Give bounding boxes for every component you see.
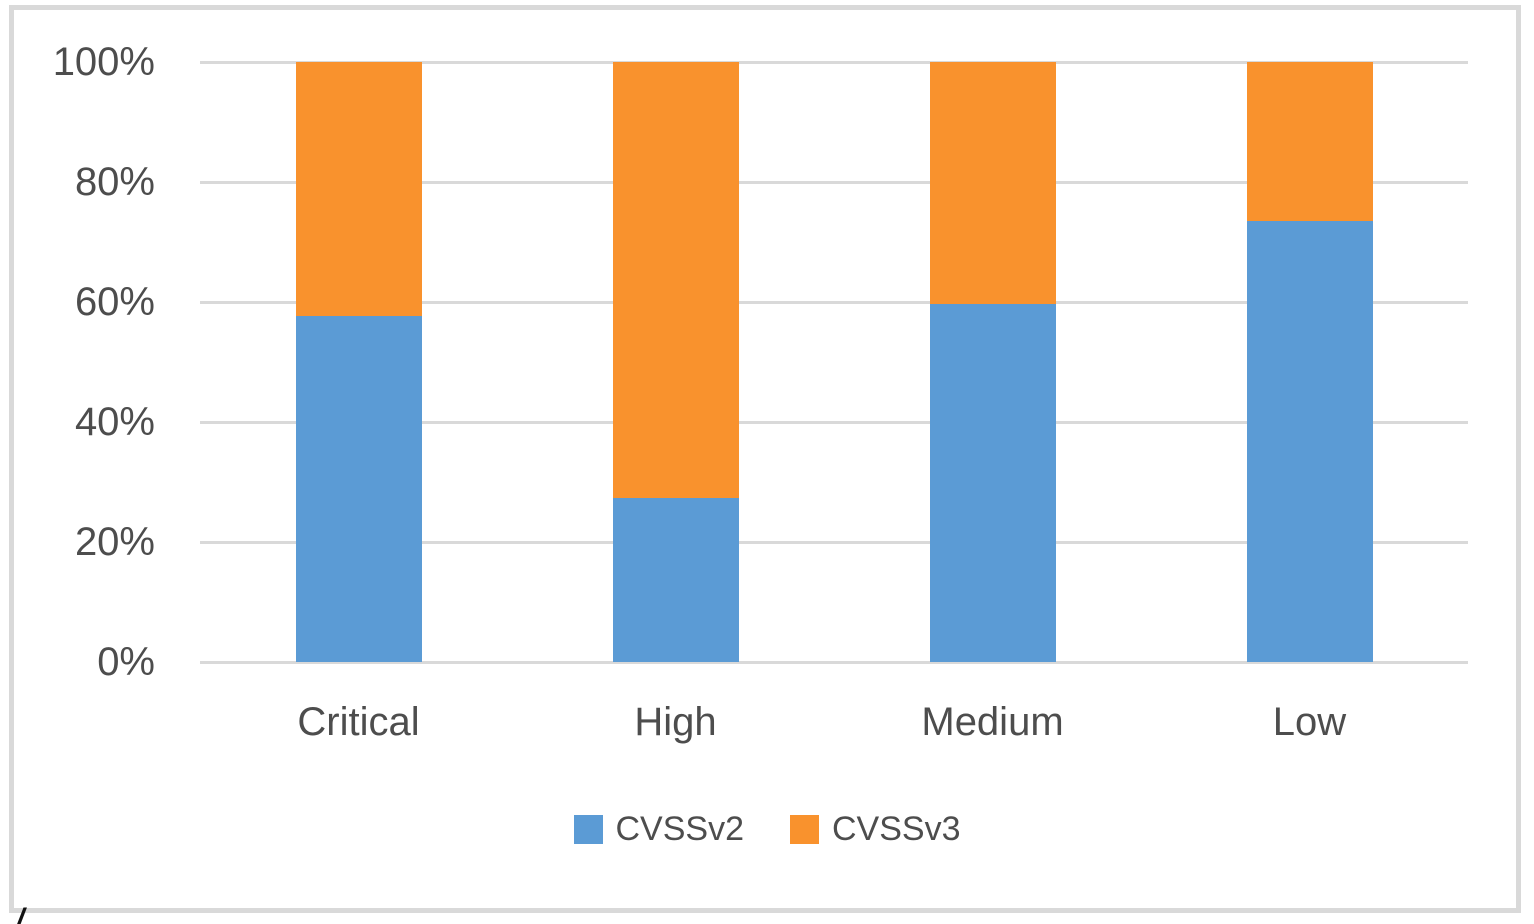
legend-label: CVSSv2 — [615, 810, 745, 848]
legend: CVSSv2 CVSSv3 — [0, 810, 1534, 849]
bar-segment-cvssv3 — [612, 62, 739, 499]
bar-segment-cvssv3 — [295, 62, 422, 316]
x-category-label: Low — [1272, 700, 1347, 744]
gridline-60 — [200, 301, 1468, 304]
legend-label: CVSSv3 — [832, 810, 961, 848]
x-category-label: High — [634, 700, 717, 744]
legend-swatch-cvssv2 — [573, 815, 603, 844]
x-category-label: Medium — [921, 700, 1064, 744]
bar-medium — [929, 62, 1056, 662]
y-tick-label: 100% — [52, 40, 155, 84]
bar-high — [612, 62, 739, 662]
y-tick-label: 60% — [74, 280, 155, 324]
y-tick-label: 0% — [97, 640, 155, 684]
bar-segment-cvssv2 — [612, 498, 739, 662]
gridline-100 — [200, 61, 1468, 64]
y-tick-label: 40% — [74, 400, 155, 444]
gridline-20 — [200, 541, 1468, 544]
legend-item-cvssv2: CVSSv2 — [573, 810, 745, 849]
gridline-0 — [200, 661, 1468, 664]
bar-segment-cvssv3 — [929, 62, 1056, 304]
bar-low — [1246, 62, 1373, 662]
cropped-text-fragment: / — [16, 903, 25, 924]
plot-area: 100% 80% 60% 40% 20% 0% Critical High Me… — [53, 40, 1468, 744]
gridline-40 — [200, 421, 1468, 424]
gridline-80 — [200, 181, 1468, 184]
bar-segment-cvssv3 — [1246, 62, 1373, 221]
bar-segment-cvssv2 — [1246, 221, 1373, 662]
x-category-label: Critical — [297, 700, 420, 744]
bar-segment-cvssv2 — [295, 315, 422, 662]
legend-item-cvssv3: CVSSv3 — [790, 810, 961, 849]
legend-swatch-cvssv3 — [790, 815, 819, 844]
bar-critical — [295, 62, 422, 662]
y-tick-label: 80% — [74, 160, 155, 204]
bar-segment-cvssv2 — [929, 303, 1056, 662]
y-tick-label: 20% — [74, 520, 155, 564]
